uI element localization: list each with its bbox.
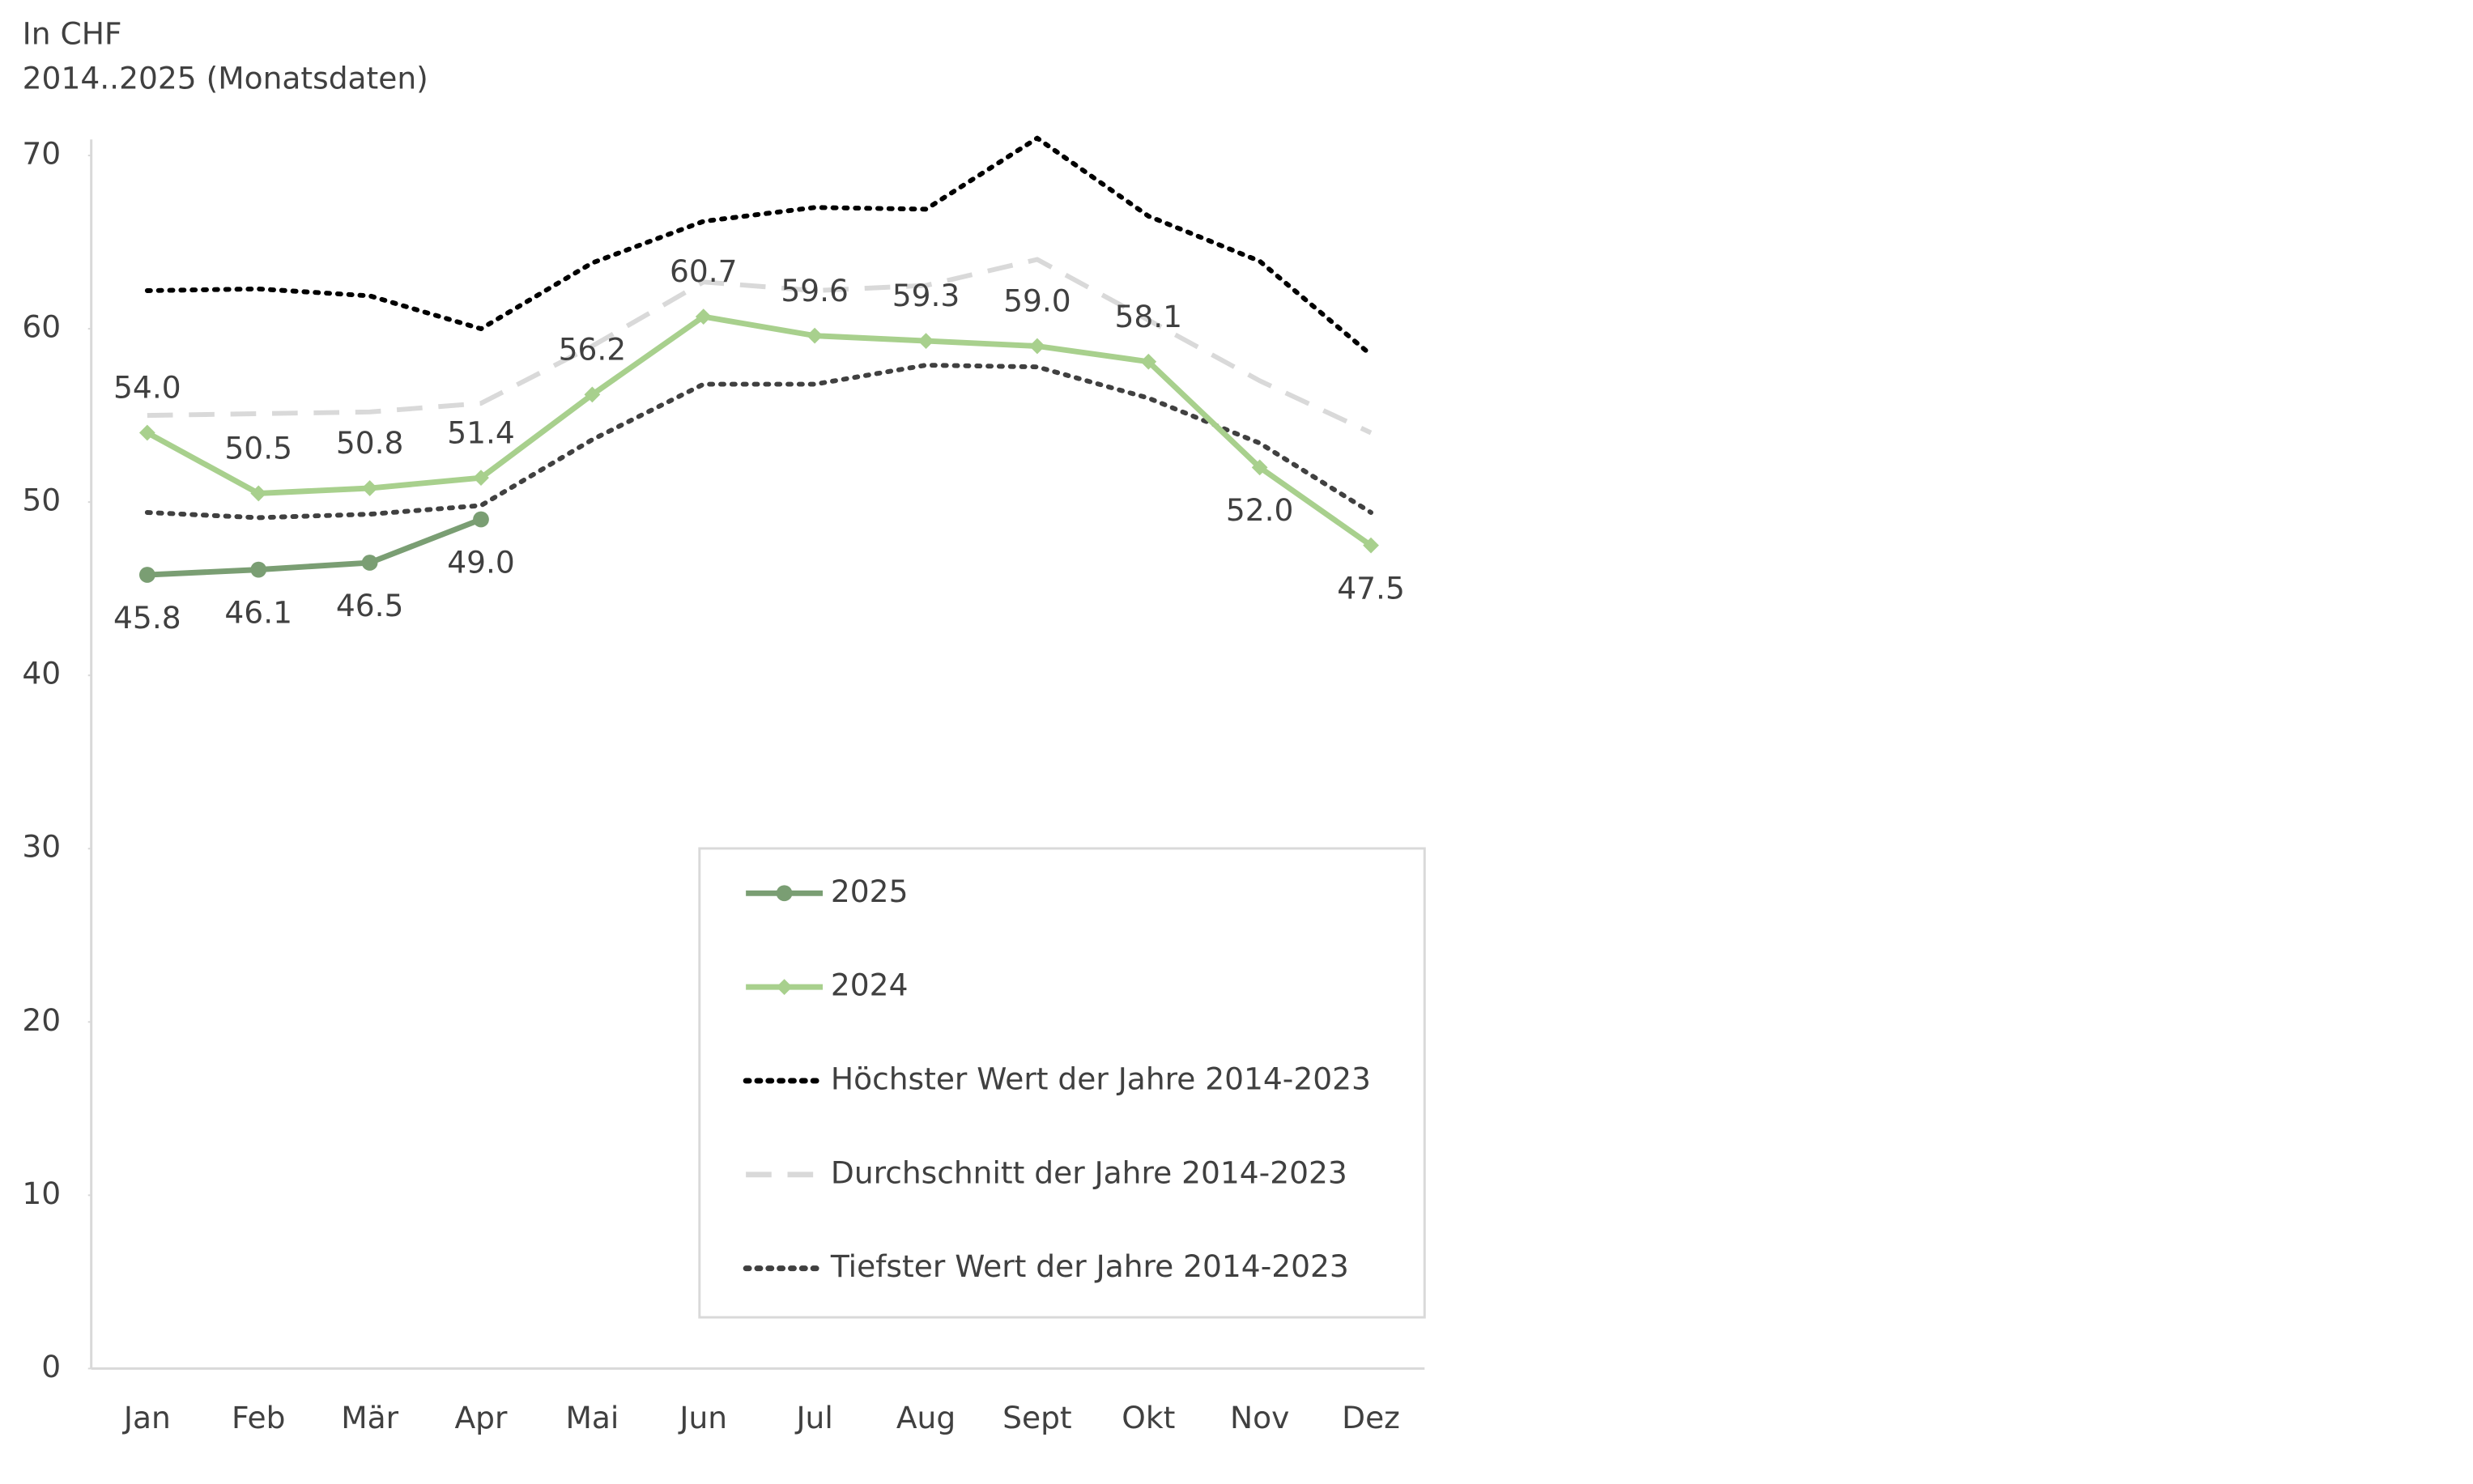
x-tick-label: Jul — [794, 1400, 832, 1435]
data-label: 59.0 — [1003, 283, 1071, 319]
legend-label: Höchster Wert der Jahre 2014-2023 — [831, 1061, 1371, 1096]
data-label: 45.8 — [113, 600, 181, 636]
y-tick-label: 50 — [22, 483, 61, 518]
legend — [698, 847, 1426, 1319]
subtitle: In CHF — [23, 15, 122, 51]
legend-label: 2024 — [831, 967, 909, 1003]
marker — [695, 308, 712, 325]
y-tick-label: 30 — [22, 829, 61, 865]
data-label: 60.7 — [670, 253, 738, 289]
marker — [1140, 353, 1157, 370]
marker — [807, 327, 824, 344]
marker — [473, 511, 489, 528]
data-label: 54.0 — [113, 370, 181, 406]
y-tick-label: 0 — [41, 1349, 61, 1384]
data-label: 59.3 — [892, 278, 960, 313]
x-tick-label: Sept — [1002, 1400, 1072, 1435]
y-tick-label: 40 — [22, 656, 61, 691]
x-tick-label: Apr — [455, 1400, 509, 1435]
series-line — [144, 363, 1374, 521]
data-label: 49.0 — [447, 544, 515, 580]
data-label: 47.5 — [1337, 570, 1405, 606]
series-line — [144, 135, 1374, 358]
legend-label: Tiefster Wert der Jahre 2014-2023 — [830, 1248, 1349, 1284]
x-tick-label: Nov — [1230, 1400, 1289, 1435]
legend-marker — [776, 979, 793, 996]
legend-label: 2025 — [831, 874, 909, 909]
y-tick-label: 60 — [22, 309, 61, 345]
x-tick-label: Jan — [122, 1400, 171, 1435]
y-tick-label: 20 — [22, 1002, 61, 1038]
data-label: 50.8 — [336, 425, 404, 461]
data-label: 46.1 — [224, 594, 292, 630]
data-label: 56.2 — [559, 332, 627, 368]
legend-label: Durchschnitt der Jahre 2014-2023 — [831, 1154, 1347, 1190]
marker — [1363, 537, 1379, 554]
marker — [250, 561, 267, 578]
marker — [138, 424, 155, 441]
marker — [138, 567, 155, 583]
marker — [584, 386, 601, 403]
marker — [1029, 338, 1045, 355]
data-label: 51.4 — [447, 415, 515, 450]
marker — [250, 485, 267, 502]
x-tick-label: Aug — [896, 1400, 956, 1435]
y-tick-label: 10 — [22, 1176, 61, 1211]
data-label: 46.5 — [336, 588, 404, 623]
data-label: 58.1 — [1114, 299, 1182, 334]
legend-marker — [776, 885, 793, 902]
x-tick-label: Jun — [678, 1400, 727, 1435]
subtitle: 2014..2025 (Monatsdaten) — [23, 61, 428, 96]
x-tick-label: Mär — [341, 1400, 398, 1435]
data-label: 59.6 — [781, 273, 849, 308]
y-tick-label: 70 — [22, 136, 61, 172]
x-tick-label: Mai — [565, 1400, 619, 1435]
data-label: 50.5 — [224, 431, 292, 466]
marker — [361, 480, 378, 496]
marker — [361, 555, 378, 571]
series-line — [147, 257, 1373, 436]
x-tick-label: Okt — [1122, 1400, 1175, 1435]
series-line — [147, 517, 483, 578]
x-tick-label: Dez — [1342, 1400, 1400, 1435]
x-tick-label: Feb — [232, 1400, 285, 1435]
series-line — [146, 313, 1373, 548]
marker — [917, 333, 934, 349]
data-label: 52.0 — [1226, 492, 1294, 528]
